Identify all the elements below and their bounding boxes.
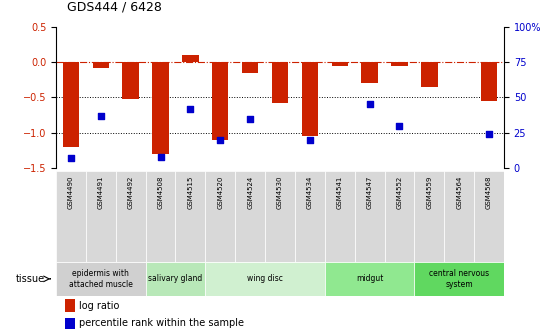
Point [67,156,76,161]
Bar [206,171,235,262]
Point [305,137,314,142]
Text: GSM4547: GSM4547 [367,176,372,209]
Bar [235,171,265,262]
Bar [332,62,348,66]
Text: log ratio: log ratio [80,301,120,311]
Text: midgut: midgut [356,275,383,283]
Text: GSM4490: GSM4490 [68,176,74,209]
Text: tissue: tissue [16,274,45,284]
Text: GSM4515: GSM4515 [188,176,193,209]
Text: GSM4492: GSM4492 [128,176,134,209]
Bar [474,171,504,262]
Point [96,113,105,119]
Text: GSM4534: GSM4534 [307,176,313,209]
Bar [414,262,504,296]
Bar [65,318,75,329]
Text: salivary gland: salivary gland [148,275,203,283]
Bar [444,171,474,262]
Bar [92,62,109,68]
Point [365,102,374,107]
Text: GSM4564: GSM4564 [456,176,462,209]
Bar [265,171,295,262]
Bar [56,171,86,262]
Point [216,137,225,142]
Bar [182,55,199,62]
Bar [481,62,497,101]
Text: GSM4508: GSM4508 [157,176,164,209]
Bar [302,62,318,136]
Text: GSM4491: GSM4491 [98,176,104,209]
Bar [272,62,288,103]
Bar [325,262,414,296]
Bar [86,171,116,262]
Bar [152,62,169,154]
Text: percentile rank within the sample: percentile rank within the sample [80,319,244,328]
Bar [295,171,325,262]
Bar [242,62,258,73]
Point [246,116,255,121]
Text: GSM4541: GSM4541 [337,176,343,209]
Bar [146,262,206,296]
Text: GSM4520: GSM4520 [217,176,223,209]
Text: GSM4568: GSM4568 [486,176,492,209]
Point [156,154,165,159]
Bar [56,262,146,296]
Point [484,131,493,137]
Bar [123,62,139,99]
Bar [65,299,75,312]
Bar [146,171,175,262]
Text: GSM4524: GSM4524 [247,176,253,209]
Bar [325,171,354,262]
Text: GSM4530: GSM4530 [277,176,283,209]
Bar [116,171,146,262]
Text: wing disc: wing disc [247,275,283,283]
Bar [421,62,437,87]
Text: GSM4552: GSM4552 [396,176,403,209]
Bar [212,62,228,140]
Text: epidermis with
attached muscle: epidermis with attached muscle [69,269,133,289]
Point [186,106,195,112]
Text: GDS444 / 6428: GDS444 / 6428 [67,0,162,13]
Bar [414,171,444,262]
Text: central nervous
system: central nervous system [429,269,489,289]
Bar [175,171,206,262]
Bar [354,171,385,262]
Point [395,123,404,128]
Bar [391,62,408,66]
Bar [385,171,414,262]
Text: GSM4559: GSM4559 [426,176,432,209]
Bar [63,62,79,147]
Bar [206,262,325,296]
Bar [361,62,378,83]
